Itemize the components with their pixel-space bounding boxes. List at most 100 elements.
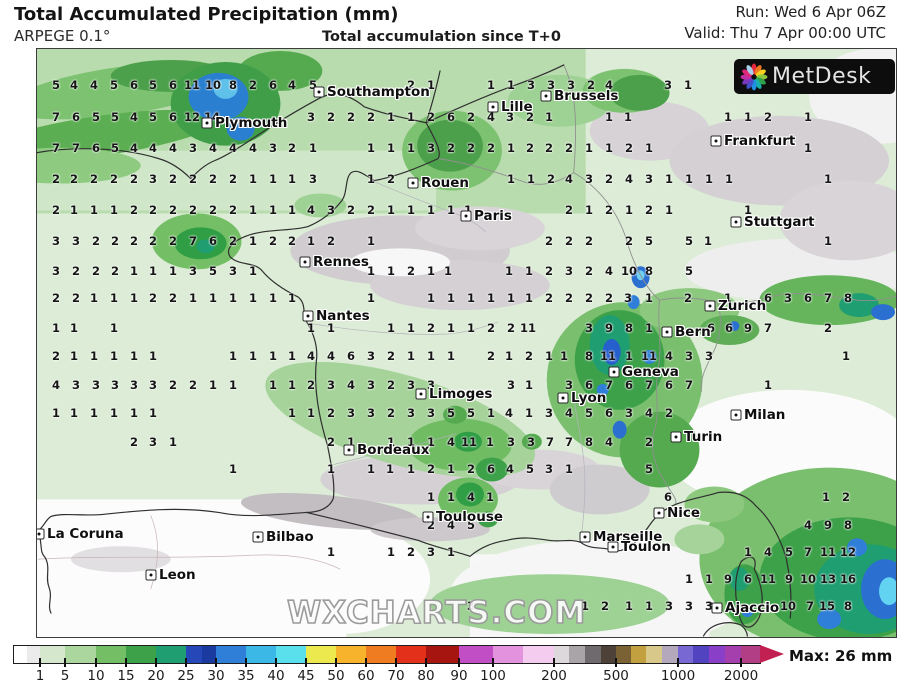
- precip-value: 2: [683, 291, 693, 305]
- colorbar-tick-label: 200: [541, 668, 567, 684]
- precip-value: 2: [168, 172, 178, 186]
- map-background: [37, 49, 896, 637]
- colorbar-tick-label: 15: [117, 668, 135, 684]
- precip-value: 5: [109, 78, 119, 92]
- precip-value: 2: [51, 291, 61, 305]
- precip-value: 7: [604, 378, 614, 392]
- precip-value: 2: [386, 172, 396, 186]
- precip-value: 1: [406, 141, 416, 155]
- precip-value: 1: [443, 264, 453, 278]
- precip-value: 6: [168, 110, 178, 124]
- precip-value: 1: [366, 462, 376, 476]
- precip-value: 3: [684, 599, 694, 613]
- precip-value: 3: [426, 406, 436, 420]
- precip-value: 1: [385, 462, 395, 476]
- precip-value: 2: [51, 349, 61, 363]
- precip-value: 1: [109, 321, 119, 335]
- precip-value: 4: [326, 349, 336, 363]
- precip-value: 1: [168, 435, 178, 449]
- colorbar-tick-label: 80: [417, 668, 435, 684]
- precip-value: 3: [783, 291, 793, 305]
- precip-value: 4: [604, 435, 614, 449]
- precip-value: 2: [426, 462, 436, 476]
- city-marker-dot: [491, 105, 495, 109]
- precip-value: 6: [743, 572, 753, 586]
- precip-value: 4: [148, 141, 158, 155]
- precip-value: 1: [466, 291, 476, 305]
- precip-value: 2: [91, 264, 101, 278]
- precip-value: 11: [183, 78, 201, 92]
- precip-value: 1: [386, 545, 396, 559]
- precip-value: 2: [326, 435, 336, 449]
- precip-value: 1: [188, 291, 198, 305]
- precip-value: 1: [446, 349, 456, 363]
- precip-value: 6: [446, 110, 456, 124]
- city-label: Geneva: [622, 364, 679, 380]
- colorbar-tick: [185, 658, 187, 667]
- precip-value: 13: [819, 572, 837, 586]
- colorbar-segment: [725, 646, 741, 663]
- precip-value: 4: [624, 172, 634, 186]
- max-value-label: Max: 26 mm: [789, 647, 893, 665]
- precip-value: 2: [386, 378, 396, 392]
- precip-value: 2: [287, 234, 297, 248]
- precip-value: 3: [684, 349, 694, 363]
- colorbar-segment: [678, 646, 693, 663]
- precip-value: 7: [803, 545, 813, 559]
- precip-value: 4: [664, 349, 674, 363]
- precip-value: 1: [386, 110, 396, 124]
- precip-value: 5: [148, 110, 158, 124]
- colorbar-tick: [215, 658, 217, 667]
- precip-value: 12: [183, 110, 201, 124]
- precip-value: 2: [109, 172, 119, 186]
- precip-value: 6: [803, 291, 813, 305]
- precip-value: 1: [524, 378, 534, 392]
- precip-value: 9: [723, 572, 733, 586]
- precip-value: 2: [564, 234, 574, 248]
- precip-value: 2: [564, 203, 574, 217]
- precip-value: 3: [71, 378, 81, 392]
- precip-value: 2: [664, 406, 674, 420]
- precip-value: 6: [486, 462, 496, 476]
- precip-value: 1: [604, 141, 614, 155]
- city-label: Plymouth: [215, 115, 288, 131]
- precip-value: 2: [604, 172, 614, 186]
- precip-value: 5: [91, 110, 101, 124]
- colorbar-tick: [245, 658, 247, 667]
- precip-value: 5: [466, 518, 476, 532]
- precip-value: 2: [446, 141, 456, 155]
- precip-value: 2: [91, 234, 101, 248]
- precip-value: 2: [366, 110, 376, 124]
- precip-value: 1: [69, 406, 79, 420]
- colorbar-segment: [276, 646, 306, 663]
- precip-value: 1: [684, 572, 694, 586]
- precip-value: 3: [426, 141, 436, 155]
- city-marker-dot: [426, 515, 430, 519]
- colorbar-tick-label: 50: [327, 668, 345, 684]
- precip-value: 2: [71, 291, 81, 305]
- city-label: Lille: [501, 99, 533, 115]
- precip-value: 2: [600, 599, 610, 613]
- precip-value: 2: [188, 378, 198, 392]
- colorbar-tick-label: 5: [60, 668, 70, 684]
- precip-value: 1: [704, 572, 714, 586]
- colorbar-segment: [646, 646, 662, 663]
- precip-value: 3: [366, 378, 376, 392]
- precip-value: 2: [763, 110, 773, 124]
- precip-value: 3: [663, 78, 673, 92]
- precip-value: 4: [486, 110, 496, 124]
- precip-value: 2: [604, 203, 614, 217]
- precip-value: 8: [624, 321, 634, 335]
- precip-value: 4: [129, 110, 139, 124]
- precip-value: 1: [426, 349, 436, 363]
- precip-value: 1: [426, 490, 436, 504]
- city-label: Leon: [159, 567, 196, 583]
- precip-value: 6: [346, 349, 356, 363]
- precip-value: 1: [69, 203, 79, 217]
- precip-value: 2: [148, 203, 158, 217]
- city-label: Marseille: [593, 529, 663, 545]
- colorbar-segment: [693, 646, 709, 663]
- precip-value: 2: [346, 203, 356, 217]
- city-label: Rennes: [313, 254, 369, 270]
- precip-value: 4: [287, 78, 297, 92]
